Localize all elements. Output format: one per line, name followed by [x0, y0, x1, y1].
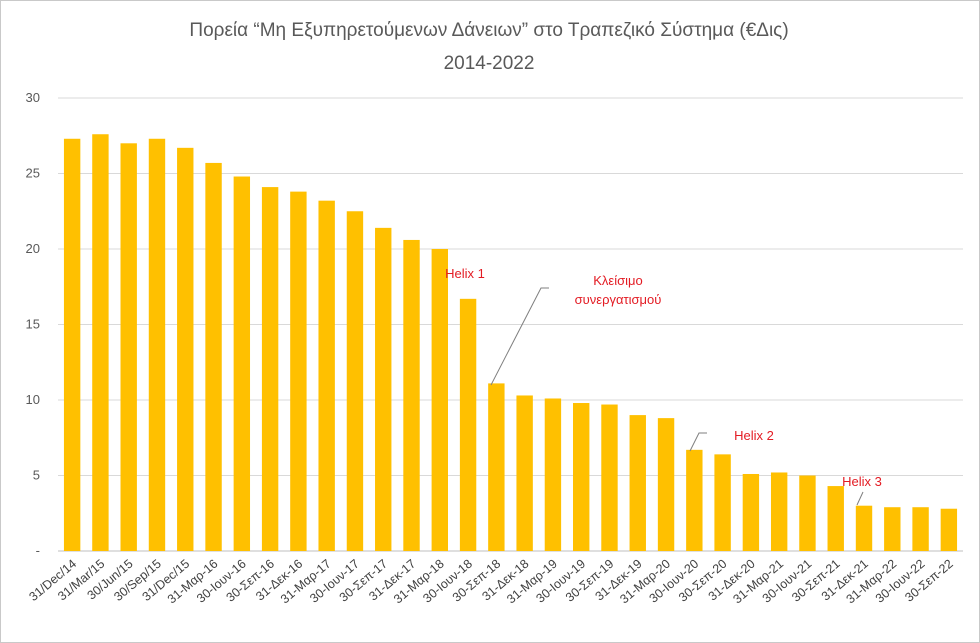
bar	[799, 475, 816, 551]
bar	[940, 508, 958, 551]
annotation-helix-1: Helix 1	[445, 266, 485, 281]
bar	[148, 138, 166, 551]
bar	[459, 298, 477, 551]
bar	[714, 454, 731, 551]
y-tick-label: 5	[33, 468, 40, 483]
bar	[290, 191, 307, 551]
bar	[573, 403, 590, 551]
chart-subtitle: 2014-2022	[444, 53, 535, 74]
bar	[629, 415, 646, 551]
bar	[488, 383, 505, 551]
bar	[912, 507, 929, 551]
bar	[261, 187, 279, 551]
annotation-closing-line1: Κλείσιμο	[593, 273, 643, 288]
bar	[233, 176, 251, 551]
helix3-leader-line	[856, 491, 864, 506]
y-axis: - 5 10 15 20 25 30	[26, 90, 40, 558]
y-tick-label: -	[36, 543, 40, 558]
bar	[884, 507, 901, 551]
annotation-helix-2: Helix 2	[734, 428, 774, 443]
bar	[827, 486, 844, 551]
chart-title: Πορεία “Μη Εξυπηρετούμενων Δάνειων” στο …	[189, 20, 788, 41]
bar	[770, 472, 788, 551]
y-tick-label: 25	[26, 166, 40, 181]
annotation-helix-3: Helix 3	[842, 474, 882, 489]
bar	[855, 505, 873, 551]
annotation-closing-line2: συνεργατισμού	[575, 292, 662, 307]
bar	[346, 211, 364, 551]
bar	[177, 147, 194, 551]
bar	[431, 249, 448, 551]
helix2-leader-line	[689, 432, 707, 452]
bar	[375, 227, 392, 552]
bar	[120, 143, 137, 552]
annotations: Helix 1 Κλείσιμο συνεργατισμού Helix 2 H…	[445, 266, 882, 506]
bar	[742, 473, 760, 551]
bar	[657, 418, 675, 551]
y-tick-label: 30	[26, 90, 40, 105]
bar	[92, 134, 109, 552]
bar	[63, 138, 81, 551]
bar-series	[63, 134, 958, 552]
y-tick-label: 20	[26, 241, 40, 256]
x-axis: 31/Dec/1431/Mar/1530/Jun/1530/Sep/1531/D…	[26, 557, 955, 607]
bar	[205, 162, 222, 551]
bar	[516, 395, 533, 551]
gridlines	[58, 97, 963, 552]
y-tick-label: 10	[26, 392, 40, 407]
bar	[601, 404, 618, 551]
bar	[318, 200, 335, 551]
bar	[544, 398, 562, 551]
y-tick-label: 15	[26, 317, 40, 332]
closing-leader-line	[490, 287, 549, 386]
bar	[686, 449, 703, 551]
bar	[403, 239, 420, 551]
